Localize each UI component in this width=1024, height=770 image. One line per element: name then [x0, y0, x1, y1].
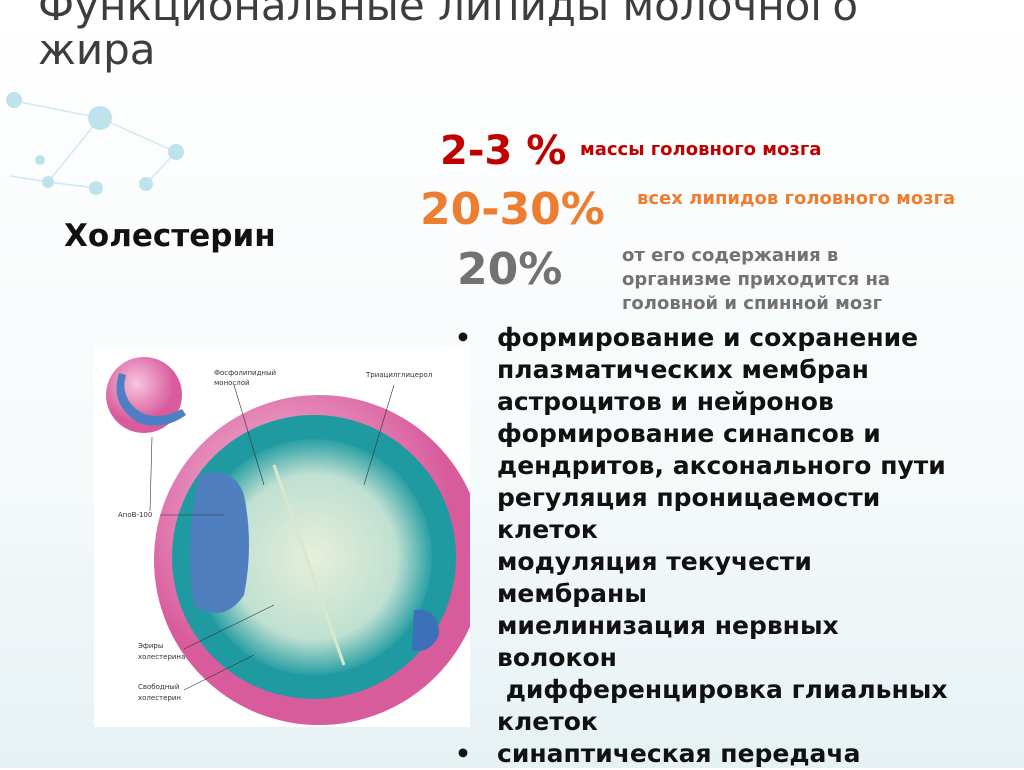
list-line: волокон	[497, 643, 617, 672]
list-line: модуляция текучести	[497, 547, 812, 576]
label-phospholipid: монослой	[214, 379, 250, 387]
label-free-cholesterol: холестерин	[138, 694, 181, 702]
list-line: клеток	[497, 707, 598, 736]
stat-value: 20-30%	[420, 184, 605, 235]
list-line: астроцитов и нейронов	[497, 387, 834, 416]
label-phospholipid: Фосфолипидный	[214, 369, 276, 377]
stat-text-line: головной и спинной мозг	[622, 293, 883, 314]
stat-value: 2-3 %	[440, 128, 567, 174]
label-triacylglycerol: Триацилглицерол	[365, 371, 432, 379]
list-line: клеток	[497, 515, 598, 544]
list-line: мембраны	[497, 579, 647, 608]
stat-text: от его содержания в организме приходится…	[622, 244, 890, 316]
list-line: миелинизация нервных	[497, 611, 839, 640]
list-line: дифференцировка глиальных	[497, 675, 948, 704]
label-esters: холестерина	[138, 653, 185, 661]
stat-text: всех липидов головного мозга	[637, 188, 956, 209]
bullet: •	[455, 739, 471, 768]
label-apob: АпоВ-100	[118, 511, 152, 519]
stat-text-line: от его содержания в	[622, 245, 839, 266]
label-free-cholesterol: Свободный	[138, 683, 179, 691]
list-item: • синаптическая передача	[455, 738, 947, 770]
list-line: формирование и сохранение	[497, 323, 919, 352]
stat-text-line: организме приходится на	[622, 269, 891, 290]
lipoprotein-figure: Фосфолипидный монослой Триацилглицерол А…	[94, 345, 484, 727]
slide-title: Функциональные липиды молочного жира	[38, 0, 859, 74]
list-line: плазматических мембран	[497, 355, 869, 384]
list-line: формирование синапсов и	[497, 419, 881, 448]
list-line: регуляция проницаемости	[497, 483, 881, 512]
functions-list: • формирование и сохранение плазматическ…	[455, 322, 947, 770]
molecule-decoration	[6, 92, 184, 195]
list-item: • формирование и сохранение плазматическ…	[455, 322, 947, 738]
bullet: •	[455, 323, 471, 352]
stat-text: массы головного мозга	[580, 139, 822, 160]
subject-heading: Холестерин	[64, 218, 276, 254]
list-line: синаптическая передача	[497, 739, 861, 768]
list-line: дендритов, аксонального пути	[497, 451, 946, 480]
label-esters: Эфиры	[138, 642, 163, 650]
stat-value: 20%	[457, 244, 563, 295]
